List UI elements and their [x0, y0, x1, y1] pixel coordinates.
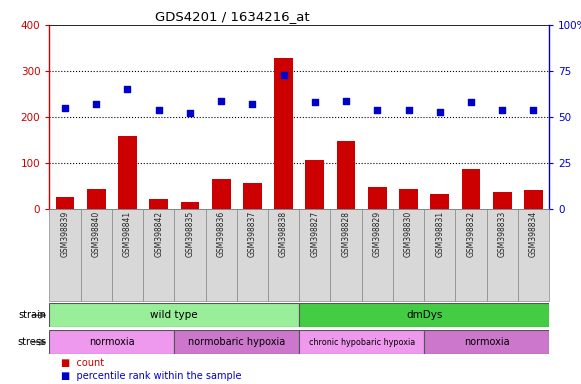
Point [404, 107, 413, 113]
Bar [87, 189, 106, 209]
Bar [518, 209, 549, 301]
Bar [49, 330, 174, 354]
Point [92, 101, 101, 107]
Text: dmDys: dmDys [406, 310, 442, 320]
Bar [431, 194, 449, 209]
Text: stress: stress [17, 337, 46, 347]
Bar [274, 58, 293, 209]
Bar [143, 209, 174, 301]
Bar [112, 209, 143, 301]
Text: ■  count: ■ count [61, 358, 104, 368]
Bar [49, 303, 299, 327]
Text: chronic hypobaric hypoxia: chronic hypobaric hypoxia [309, 338, 415, 347]
Text: GSM398836: GSM398836 [217, 211, 225, 257]
Bar [206, 209, 237, 301]
Bar [393, 209, 424, 301]
Text: GSM398827: GSM398827 [310, 211, 320, 257]
Text: GSM398840: GSM398840 [92, 211, 101, 257]
Text: GSM398834: GSM398834 [529, 211, 538, 257]
Point [497, 107, 507, 113]
Point [310, 99, 320, 106]
Point [435, 109, 444, 115]
Text: ■  percentile rank within the sample: ■ percentile rank within the sample [61, 371, 242, 381]
Bar [361, 209, 393, 301]
Text: GSM398837: GSM398837 [248, 211, 257, 257]
Bar [424, 330, 549, 354]
Point [60, 105, 70, 111]
Bar [243, 183, 261, 209]
Text: GSM398831: GSM398831 [435, 211, 444, 257]
Bar [461, 169, 480, 209]
Point [342, 98, 351, 104]
Text: GSM398839: GSM398839 [60, 211, 70, 257]
Text: GSM398841: GSM398841 [123, 211, 132, 257]
Text: wild type: wild type [150, 310, 198, 320]
Point [372, 107, 382, 113]
Bar [299, 330, 424, 354]
Point [529, 107, 538, 113]
Bar [487, 209, 518, 301]
Text: GSM398842: GSM398842 [154, 211, 163, 257]
Bar [81, 209, 112, 301]
Bar [174, 330, 299, 354]
Text: normoxia: normoxia [89, 337, 135, 347]
Bar [306, 161, 324, 209]
Bar [493, 192, 511, 209]
Bar [181, 202, 199, 209]
Bar [149, 199, 168, 209]
Bar [174, 209, 206, 301]
Bar [424, 209, 456, 301]
Text: GSM398829: GSM398829 [373, 211, 382, 257]
Bar [299, 209, 331, 301]
Text: GDS4201 / 1634216_at: GDS4201 / 1634216_at [155, 10, 310, 23]
Text: strain: strain [19, 310, 46, 320]
Bar [211, 179, 231, 209]
Bar [49, 209, 81, 301]
Bar [368, 187, 387, 209]
Bar [268, 209, 299, 301]
Text: GSM398830: GSM398830 [404, 211, 413, 257]
Bar [524, 190, 543, 209]
Point [248, 101, 257, 107]
Bar [331, 209, 361, 301]
Bar [336, 141, 356, 209]
Point [467, 99, 476, 106]
Point [217, 98, 226, 104]
Text: GSM398828: GSM398828 [342, 211, 350, 257]
Bar [299, 303, 549, 327]
Text: GSM398833: GSM398833 [498, 211, 507, 257]
Point [154, 107, 163, 113]
Point [123, 86, 132, 93]
Bar [56, 197, 74, 209]
Text: GSM398838: GSM398838 [279, 211, 288, 257]
Text: GSM398832: GSM398832 [467, 211, 475, 257]
Text: GSM398835: GSM398835 [185, 211, 195, 257]
Point [279, 72, 288, 78]
Bar [237, 209, 268, 301]
Bar [118, 136, 137, 209]
Text: normoxia: normoxia [464, 337, 510, 347]
Bar [399, 189, 418, 209]
Bar [456, 209, 487, 301]
Point [185, 110, 195, 116]
Text: normobaric hypoxia: normobaric hypoxia [188, 337, 285, 347]
